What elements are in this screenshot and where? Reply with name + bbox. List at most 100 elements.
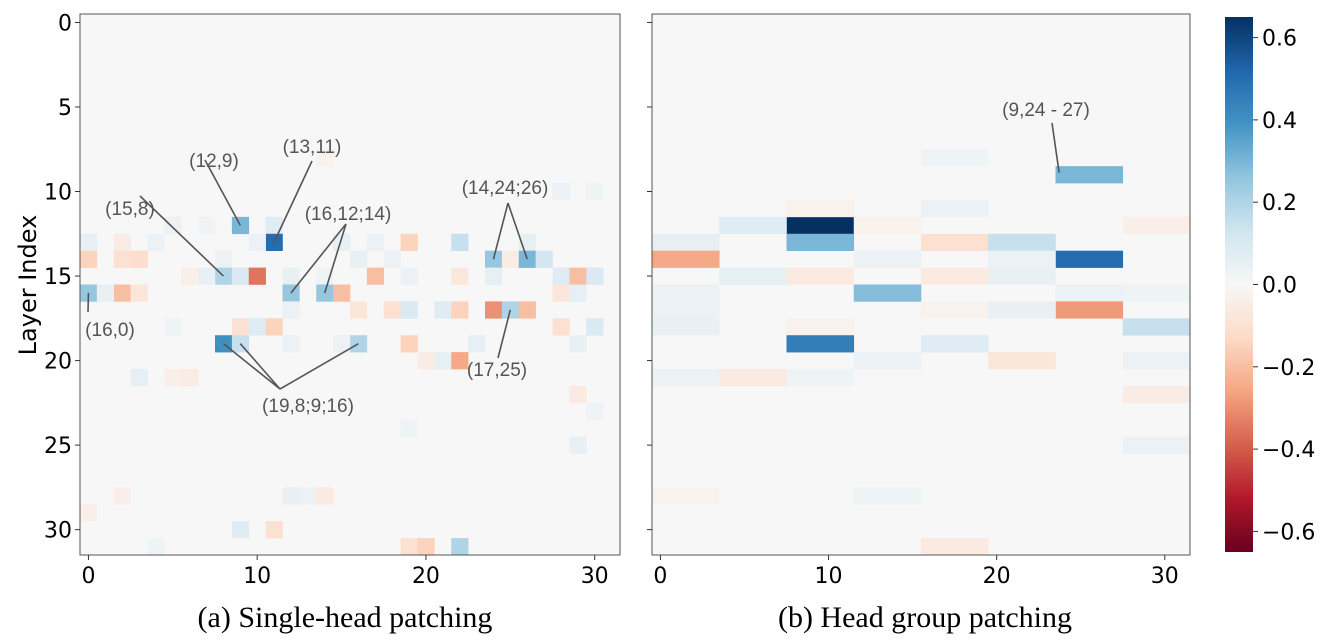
heatmap-cell [719,369,787,387]
heatmap-cell [316,267,334,285]
annotation-arrow [497,309,512,359]
heatmap-cell [248,233,266,251]
heatmap-cell [552,183,570,201]
heatmap-cell [535,250,553,268]
y-tick-label: 5 [58,96,72,121]
heatmap-cell [434,352,452,370]
heatmap-cell [1122,216,1191,235]
y-tick-label: 25 [44,434,72,459]
heatmap-cell [569,385,587,404]
heatmap-cell [652,301,720,319]
heatmap-cell [282,335,300,353]
heatmap-cell [316,487,334,505]
heatmap-cell [130,284,148,302]
heatmap-b-frame [651,13,1191,556]
annotation-arrow [204,159,242,226]
heatmap-cell [147,233,165,251]
heatmap-cell [719,267,787,285]
heatmap-cell [198,216,216,235]
x-tick-label: 10 [243,564,271,589]
heatmap-cell [485,301,503,319]
heatmap-cell [988,233,1056,251]
heatmap-cell [518,250,536,268]
heatmap-cell [569,284,587,302]
heatmap-cell [988,301,1056,319]
x-tick-label: 10 [815,564,843,589]
heatmap-cell [366,267,385,285]
colorbar-tick-label: 0.4 [1262,109,1297,134]
heatmap-cell [130,250,148,268]
heatmap-cell [921,149,989,167]
annotation-label: (16,0) [85,320,135,341]
heatmap-cell [282,284,300,302]
colorbar-tick-label: −0.6 [1262,520,1315,545]
caption-b: (b) Head group patching [778,601,1072,634]
heatmap-cell [350,335,368,353]
heatmap-cell [400,267,418,285]
annotation-arrow [222,343,281,390]
heatmap-cell [231,318,250,336]
colorbar-tick-label: −0.4 [1262,438,1315,463]
annotation-arrow [239,343,281,390]
heatmap-single-head: 0 10 20 30 0 5 10 15 20 25 30 (12,9) (13,11) (15,8)… [44,11,621,589]
heatmap-cell [988,250,1056,268]
heatmap-cell [113,250,131,268]
heatmap-cell [147,538,165,556]
y-tick-label: 15 [44,265,72,290]
colorbar-gradient [1225,17,1253,552]
heatmap-cell [265,318,283,336]
annotations-a: (12,9) (13,11) (15,8) (16,12;14) (14,24;26) (… [85,137,548,417]
heatmap-cell [400,301,418,319]
heatmap-cell [333,233,351,251]
annotation-arrow [139,195,224,277]
heatmap-cell [215,250,233,268]
heatmap-cell [552,284,570,302]
heatmap-cell [921,199,989,218]
heatmap-cell [485,250,503,268]
heatmap-cell [652,487,720,505]
annotations-b: (9,24 - 27) [1002,100,1090,173]
heatmap-cell [853,487,922,505]
heatmap-cell [265,233,283,251]
heatmap-cell [400,538,418,556]
heatmap-cell [181,267,199,285]
heatmap-cell [652,318,720,336]
heatmap-cell [333,284,351,302]
heatmap-cell [921,233,989,251]
heatmap-cell [265,521,283,539]
annotation-label: (12,9) [189,151,239,172]
heatmap-head-group: 0 10 20 30 (9,24 - 27) [647,13,1191,589]
heatmap-cell [113,487,131,505]
annotation-label: (13,11) [283,137,342,158]
heatmap-cell [652,284,720,302]
heatmap-cell [1055,284,1124,302]
annotation-arrow [273,160,313,243]
heatmap-cell [80,504,98,522]
annotation-arrow [507,202,528,260]
heatmap-cell [451,538,469,556]
y-axis-ticks: 0 5 10 15 20 25 30 [44,11,80,544]
heatmap-cell [248,267,266,285]
x-axis-b-ticks: 0 10 20 30 [653,555,1179,589]
heatmap-cell [586,267,604,285]
heatmap-cell [468,335,486,353]
heatmap-cell [518,301,536,319]
heatmap-cell [316,149,334,167]
heatmap-cell [586,183,604,201]
heatmap-cell [417,352,435,370]
y-axis-label: Layer Index [14,215,42,356]
y-tick-label: 20 [44,350,72,375]
y-tick-label: 10 [44,181,72,206]
x-tick-label: 20 [412,564,440,589]
heatmap-cell [299,487,317,505]
x-tick-label: 0 [653,564,667,589]
heatmap-cell [1055,166,1124,184]
heatmap-cell [164,216,182,235]
heatmap-cell [198,267,216,285]
heatmap-cell [451,301,469,319]
heatmap-cell [80,233,98,251]
x-tick-label: 20 [983,564,1011,589]
colorbar-tick-label: 0.0 [1262,274,1297,299]
heatmap-cell [1055,301,1124,319]
